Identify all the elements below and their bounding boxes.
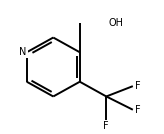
Text: OH: OH	[109, 18, 123, 28]
Text: F: F	[103, 121, 109, 131]
Text: F: F	[135, 105, 141, 115]
Text: F: F	[135, 81, 141, 91]
Text: N: N	[19, 47, 27, 57]
